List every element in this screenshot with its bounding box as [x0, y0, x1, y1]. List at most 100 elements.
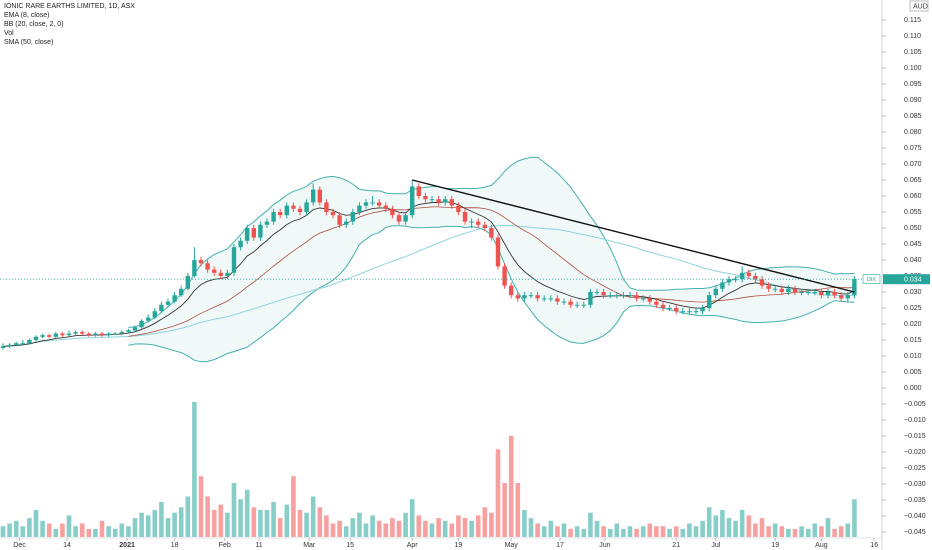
volume-bar: [192, 402, 197, 537]
candle-body: [819, 292, 824, 296]
y-tick-label: 0.085: [904, 113, 922, 120]
candle-body: [634, 295, 639, 299]
volume-bar: [739, 510, 745, 537]
x-tick-label: 17: [556, 542, 564, 549]
candle-body: [165, 301, 171, 305]
volume-bar: [852, 499, 857, 537]
y-tick-label: 0.065: [904, 177, 922, 184]
y-tick-label: 0.100: [904, 65, 922, 72]
volume-bar: [383, 523, 389, 537]
candle-body: [363, 202, 369, 206]
y-tick-label: −0.010: [904, 417, 926, 424]
candle-body: [575, 304, 580, 306]
volume-bar: [594, 520, 600, 537]
candle-body: [746, 272, 751, 276]
volume-bar: [152, 510, 158, 537]
candle-body: [192, 260, 197, 276]
candle-body: [614, 295, 619, 297]
currency-box: [909, 0, 929, 12]
y-tick-label: 0.010: [904, 353, 922, 360]
x-tick-label: Jul: [711, 542, 720, 549]
volume-bar: [132, 518, 138, 537]
volume-bar: [779, 526, 785, 537]
volume-bar: [720, 510, 725, 537]
candle-body: [482, 224, 487, 228]
volume-bar: [271, 501, 276, 537]
volume-bar: [324, 515, 329, 537]
candle-body: [238, 240, 243, 248]
x-tick-label: 19: [455, 542, 463, 549]
volume-bar: [733, 520, 738, 537]
volume-bar: [403, 512, 408, 537]
x-tick-label: Mar: [303, 542, 316, 549]
candle-body: [330, 212, 336, 216]
volume-bar: [7, 523, 12, 537]
candle-body: [443, 199, 448, 203]
volume-bar: [46, 523, 52, 537]
candle-body: [812, 292, 817, 293]
y-tick-label: 0.030: [904, 289, 922, 296]
indicator-label: Vol: [4, 30, 14, 37]
y-tick-label: 0.115: [904, 17, 921, 24]
volume-bar: [647, 523, 653, 537]
volume-bar: [264, 510, 270, 537]
candle-body: [403, 215, 408, 222]
candle-body: [660, 304, 666, 308]
volume-bar: [350, 518, 356, 537]
candle-body: [258, 224, 263, 238]
volume-bar: [99, 520, 105, 537]
volume-bar: [304, 512, 309, 537]
volume-bar: [680, 528, 686, 537]
volume-bar: [66, 515, 72, 537]
volume-bar: [211, 510, 217, 537]
volume-bar: [574, 526, 580, 537]
volume-bar: [786, 528, 791, 537]
candle-body: [80, 332, 85, 334]
volume-bar: [772, 523, 778, 537]
candle-body: [509, 285, 514, 296]
candle-body: [522, 295, 527, 299]
candle-body: [245, 228, 250, 241]
volume-bar: [601, 526, 606, 537]
volume-bar: [205, 496, 210, 537]
candle-body: [132, 327, 138, 331]
candle-body: [53, 333, 58, 337]
candle-body: [284, 205, 289, 216]
candle-body: [106, 333, 111, 336]
volume-bar: [462, 518, 468, 537]
candle-body: [792, 288, 798, 292]
x-tick-label: Dec: [13, 542, 26, 549]
indicator-label: EMA (8, close): [4, 12, 50, 19]
volume-bar: [528, 518, 534, 537]
volume-bar: [541, 526, 547, 537]
volume-bar: [27, 518, 32, 537]
candle-body: [185, 276, 190, 289]
candle-body: [297, 208, 303, 212]
volume-bar: [753, 523, 758, 537]
candle-body: [271, 212, 276, 222]
candle-body: [304, 202, 309, 212]
candle-body: [251, 228, 256, 238]
candle-body: [344, 221, 349, 225]
volume-bar: [337, 520, 342, 537]
x-tick-label: May: [505, 542, 519, 549]
y-tick-label: 0.060: [904, 193, 922, 200]
candle-body: [621, 295, 626, 297]
volume-bar: [343, 526, 349, 537]
volume-bar: [713, 515, 719, 537]
volume-bar: [126, 526, 131, 537]
candle-body: [205, 263, 210, 270]
volume-bar: [819, 526, 824, 537]
volume-bar: [627, 526, 633, 537]
last-price-label: 0.034: [904, 277, 922, 284]
candle-body: [773, 288, 778, 290]
volume-bar: [502, 483, 507, 537]
volume-bar: [456, 515, 461, 537]
volume-bar: [614, 523, 620, 537]
volume-bar: [244, 489, 250, 537]
volume-bar: [423, 520, 428, 537]
x-tick-label: 2021: [119, 542, 135, 549]
candle-body: [324, 202, 329, 212]
volume-bar: [79, 523, 85, 537]
volume-bar: [548, 520, 554, 537]
